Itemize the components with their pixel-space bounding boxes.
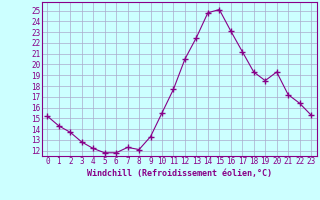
X-axis label: Windchill (Refroidissement éolien,°C): Windchill (Refroidissement éolien,°C) — [87, 169, 272, 178]
